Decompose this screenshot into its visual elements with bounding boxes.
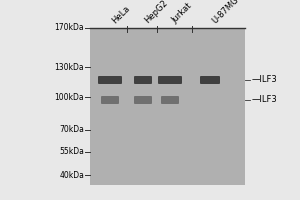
- FancyBboxPatch shape: [161, 96, 179, 104]
- Text: 170kDa: 170kDa: [54, 23, 84, 32]
- FancyBboxPatch shape: [134, 96, 152, 104]
- Text: 55kDa: 55kDa: [59, 148, 84, 156]
- Text: —ILF3: —ILF3: [252, 75, 278, 84]
- Text: 100kDa: 100kDa: [54, 92, 84, 102]
- Text: U-87MG: U-87MG: [210, 0, 240, 25]
- FancyBboxPatch shape: [200, 76, 220, 84]
- Text: HepG2: HepG2: [143, 0, 170, 25]
- FancyBboxPatch shape: [98, 76, 122, 84]
- FancyBboxPatch shape: [101, 96, 119, 104]
- Text: —ILF3: —ILF3: [252, 96, 278, 104]
- Text: Jurkat: Jurkat: [170, 1, 194, 25]
- FancyBboxPatch shape: [134, 76, 152, 84]
- FancyBboxPatch shape: [158, 76, 182, 84]
- Text: 70kDa: 70kDa: [59, 126, 84, 134]
- Text: 130kDa: 130kDa: [54, 62, 84, 72]
- Bar: [90, 28, 245, 185]
- Text: HeLa: HeLa: [110, 4, 131, 25]
- Text: 40kDa: 40kDa: [59, 170, 84, 180]
